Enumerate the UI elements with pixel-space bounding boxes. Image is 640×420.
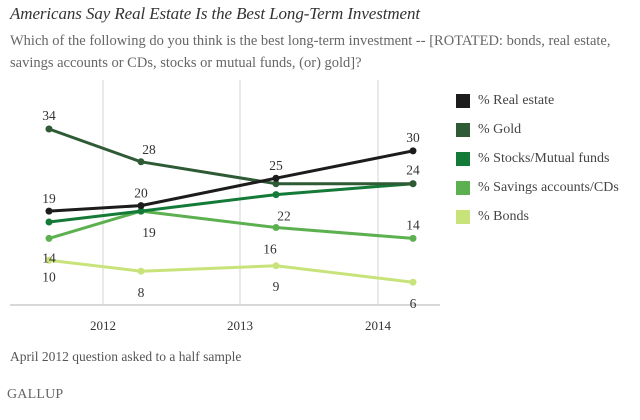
legend-item-real-estate: % Real estate — [456, 86, 619, 115]
data-label: 14 — [42, 250, 56, 265]
x-tick-labels: 2012 2013 2014 — [90, 318, 392, 333]
legend-label: % Savings accounts/CDs — [478, 179, 619, 195]
series-line-real-estate — [48, 149, 414, 213]
data-label: 22 — [277, 209, 291, 224]
data-label: 10 — [42, 269, 56, 284]
data-point-bonds — [409, 278, 417, 286]
gallup-logo: GALLUP — [7, 387, 64, 402]
data-labels: 19 20 25 30 34 28 24 22 14 19 16 14 10 8 9 6 — [42, 108, 420, 311]
x-tick-label-2013: 2013 — [227, 318, 253, 333]
data-label: 28 — [142, 142, 156, 157]
data-point-savings-accounts-cds — [272, 224, 280, 231]
data-point-real-estate — [45, 207, 53, 215]
legend-item-savings-accounts-cds: % Savings accounts/CDs — [456, 173, 619, 202]
legend-swatch — [456, 151, 470, 166]
data-label: 9 — [273, 279, 280, 294]
data-point-savings-accounts-cds — [409, 234, 417, 242]
series-line-stocks-mutual-funds — [48, 182, 414, 224]
legend-item-stocks-mutual-funds: % Stocks/Mutual funds — [456, 144, 619, 173]
data-label: 16 — [263, 242, 277, 257]
legend-swatch — [456, 122, 470, 137]
chart-subtitle: Which of the following do you think is t… — [10, 33, 611, 71]
data-point-savings-accounts-cds — [45, 234, 53, 242]
data-point-real-estate — [137, 202, 145, 210]
data-point-real-estate — [272, 174, 280, 182]
x-tick-label-2014: 2014 — [365, 318, 392, 333]
data-label: 30 — [406, 130, 420, 145]
legend-label: % Real estate — [478, 92, 555, 108]
data-point-gold — [45, 125, 53, 133]
x-tick-label-2012: 2012 — [90, 318, 116, 333]
legend-label: % Gold — [478, 121, 522, 137]
series-line-gold — [48, 127, 413, 186]
series-line-bonds — [48, 258, 414, 284]
legend-label: % Stocks/Mutual funds — [478, 150, 610, 166]
series-line-savings-accounts-cds — [48, 209, 414, 240]
legend-item-gold: % Gold — [456, 115, 619, 144]
chart-title: Americans Say Real Estate Is the Best Lo… — [10, 4, 420, 23]
data-point-real-estate — [409, 147, 417, 155]
data-point-gold — [409, 180, 417, 188]
data-label: 20 — [134, 186, 148, 201]
legend-item-bonds: % Bonds — [456, 202, 619, 231]
data-point-bonds — [137, 267, 145, 275]
series-lines — [45, 125, 417, 286]
legend: % Real estate % Gold % Stocks/Mutual funds… — [456, 86, 619, 231]
data-point-stocks-mutual-funds — [137, 207, 145, 215]
data-label: 19 — [142, 225, 156, 240]
data-point-stocks-mutual-funds — [45, 218, 53, 226]
data-point-bonds — [45, 256, 53, 264]
legend-swatch — [456, 209, 470, 224]
data-point-gold — [137, 158, 145, 166]
data-point-stocks-mutual-funds — [272, 191, 280, 199]
data-label: 25 — [269, 158, 283, 173]
data-label: 8 — [138, 285, 145, 300]
data-point-gold — [272, 180, 280, 188]
data-label: 14 — [406, 217, 420, 232]
legend-swatch — [456, 93, 470, 108]
data-label: 6 — [410, 296, 417, 311]
footnote: April 2012 question asked to a half samp… — [10, 349, 242, 364]
data-point-bonds — [272, 262, 280, 270]
data-label: 34 — [42, 108, 56, 123]
data-label: 24 — [406, 163, 420, 178]
legend-label: % Bonds — [478, 208, 529, 224]
legend-swatch — [456, 180, 470, 195]
data-label: 19 — [42, 191, 56, 206]
